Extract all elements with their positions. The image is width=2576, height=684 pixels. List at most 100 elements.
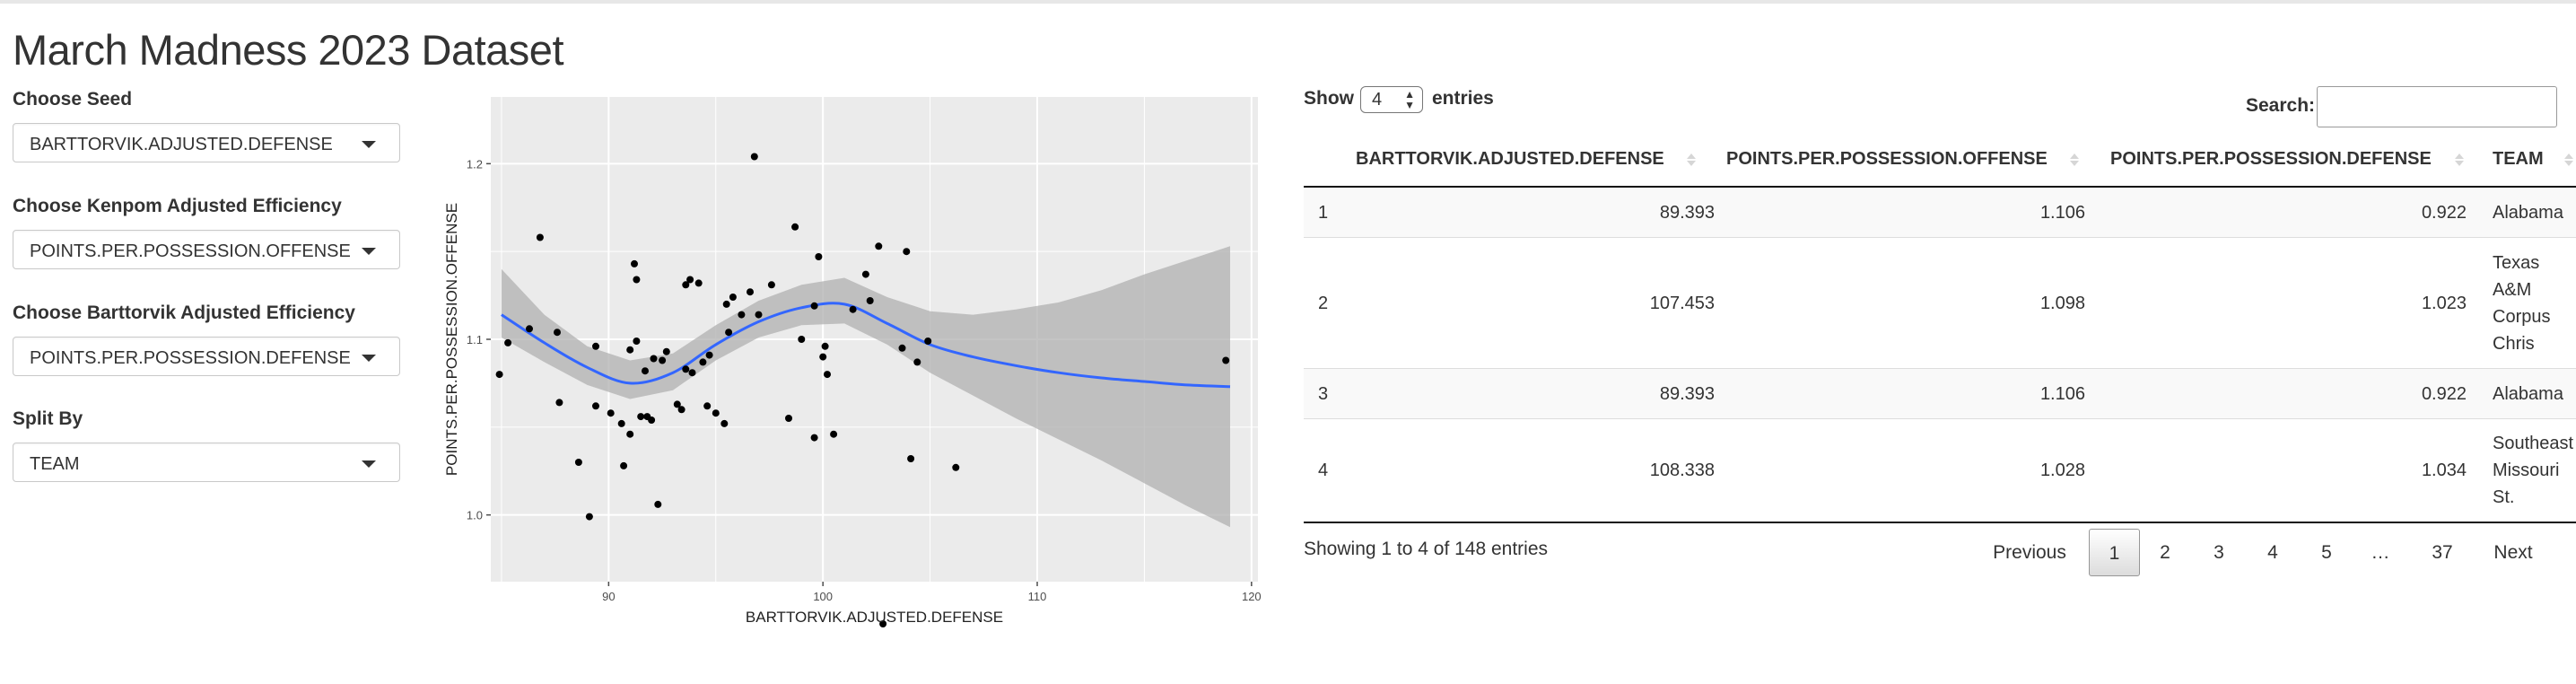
data-point: [526, 325, 533, 333]
column-header-barttorvik-defense[interactable]: BARTTORVIK.ADJUSTED.DEFENSE: [1356, 149, 1664, 169]
kenpom-select[interactable]: POINTS.PER.POSSESSION.OFFENSE: [13, 230, 400, 269]
data-point: [574, 459, 582, 466]
sort-icon[interactable]: [1687, 153, 1698, 166]
data-point: [907, 455, 915, 462]
barttorvik-label: Choose Barttorvik Adjusted Efficiency: [13, 303, 355, 323]
table-row: 3 89.393 1.106 0.922 Alabama: [1304, 369, 2576, 419]
seed-label: Choose Seed: [13, 89, 133, 110]
data-point: [1222, 356, 1230, 364]
data-point: [682, 281, 690, 289]
table-header-border: [1304, 186, 2576, 188]
pagination-ellipsis: …: [2371, 542, 2390, 563]
pagination-page-4[interactable]: 4: [2267, 542, 2278, 563]
pagination-next[interactable]: Next: [2493, 542, 2533, 563]
data-point: [830, 430, 838, 438]
entries-length-select[interactable]: 4 ▲ ▼: [1360, 86, 1423, 113]
data-point: [677, 406, 685, 414]
data-point: [585, 513, 593, 521]
pagination-page-2[interactable]: 2: [2160, 542, 2170, 563]
data-point: [555, 399, 563, 407]
cell-barttorvik-defense: 89.393: [1659, 384, 1715, 404]
data-point: [633, 338, 641, 345]
data-point: [798, 336, 806, 343]
data-point: [879, 620, 887, 627]
data-point: [703, 402, 712, 410]
cell-team: Alabama: [2493, 203, 2563, 223]
column-header-ppp-defense[interactable]: POINTS.PER.POSSESSION.DEFENSE: [2110, 149, 2432, 169]
data-point: [810, 434, 818, 442]
sort-icon[interactable]: [2564, 153, 2575, 166]
data-point: [617, 419, 625, 427]
data-point: [694, 279, 703, 287]
pagination-page-5[interactable]: 5: [2321, 542, 2332, 563]
data-point: [898, 344, 906, 352]
pagination-page-3[interactable]: 3: [2214, 542, 2224, 563]
column-header-ppp-offense[interactable]: POINTS.PER.POSSESSION.OFFENSE: [1726, 149, 2048, 169]
data-point: [648, 417, 656, 424]
data-point: [637, 413, 645, 421]
pagination-previous[interactable]: Previous: [1993, 542, 2066, 563]
row-index: 3: [1318, 384, 1329, 404]
tick-label: 120: [1242, 590, 1262, 603]
split-by-select[interactable]: TEAM: [13, 443, 400, 482]
cell-ppp-offense: 1.106: [2039, 203, 2085, 223]
split-by-select-value: TEAM: [30, 454, 80, 474]
smooth-line: [501, 302, 1231, 389]
data-point: [722, 300, 730, 308]
cell-team-line: Texas: [2493, 253, 2540, 273]
search-input[interactable]: [2317, 86, 2557, 127]
cell-ppp-defense: 0.922: [2421, 203, 2467, 223]
cell-ppp-offense: 1.028: [2039, 460, 2085, 480]
data-points: [495, 153, 1230, 627]
data-point: [699, 358, 707, 366]
data-point: [810, 302, 818, 310]
data-point: [620, 461, 628, 469]
data-point: [821, 342, 829, 350]
cell-barttorvik-defense: 107.453: [1649, 294, 1715, 313]
caret-down-icon: [362, 248, 376, 255]
barttorvik-select-value: POINTS.PER.POSSESSION.DEFENSE: [30, 348, 351, 368]
data-point: [688, 369, 696, 377]
row-index: 1: [1318, 203, 1329, 223]
top-border: [0, 0, 2576, 4]
data-point: [785, 415, 792, 422]
cell-team: Alabama: [2493, 384, 2563, 404]
seed-select[interactable]: BARTTORVIK.ADJUSTED.DEFENSE: [13, 123, 400, 162]
data-point: [626, 430, 634, 438]
data-point: [712, 409, 720, 417]
data-point: [642, 367, 649, 375]
tick-label: 1.2: [467, 157, 483, 171]
data-point: [592, 342, 599, 350]
confidence-band: [501, 246, 1230, 528]
data-point: [791, 223, 799, 231]
cell-barttorvik-defense: 108.338: [1649, 460, 1715, 480]
data-point: [824, 371, 831, 379]
data-point: [924, 338, 932, 345]
data-point: [536, 233, 544, 241]
cell-team-line: Chris: [2493, 334, 2535, 354]
entries-length-value: 4: [1372, 90, 1383, 110]
data-point: [725, 329, 733, 337]
table-footer-border: [1304, 522, 2576, 523]
kenpom-label: Choose Kenpom Adjusted Efficiency: [13, 196, 342, 216]
cell-team-line: Missouri: [2493, 460, 2560, 480]
pagination-page-37[interactable]: 37: [2432, 542, 2453, 563]
search-label: Search:: [2246, 95, 2316, 116]
sort-icon[interactable]: [2455, 153, 2466, 166]
tick-label: 1.1: [467, 333, 483, 346]
data-point: [913, 358, 921, 366]
pagination-page-1[interactable]: 1: [2089, 529, 2140, 576]
data-point: [626, 346, 634, 354]
scatter-plot: 90 100 110 120 1.0 1.1 1.2 BARTTORVIK.ADJUSTED…: [443, 97, 1262, 627]
column-header-team[interactable]: TEAM: [2493, 149, 2544, 169]
cell-team-line: St.: [2493, 487, 2515, 507]
data-point: [607, 409, 615, 417]
table-row: 4 108.338 1.028 1.034 Southeast Missouri…: [1304, 419, 2576, 522]
data-point: [849, 305, 857, 313]
data-point: [673, 400, 681, 408]
data-point: [495, 371, 503, 379]
sort-icon[interactable]: [2070, 153, 2081, 166]
data-point: [819, 353, 827, 361]
x-axis-label: BARTTORVIK.ADJUSTED.DEFENSE: [746, 609, 1003, 626]
barttorvik-select[interactable]: POINTS.PER.POSSESSION.DEFENSE: [13, 337, 400, 376]
